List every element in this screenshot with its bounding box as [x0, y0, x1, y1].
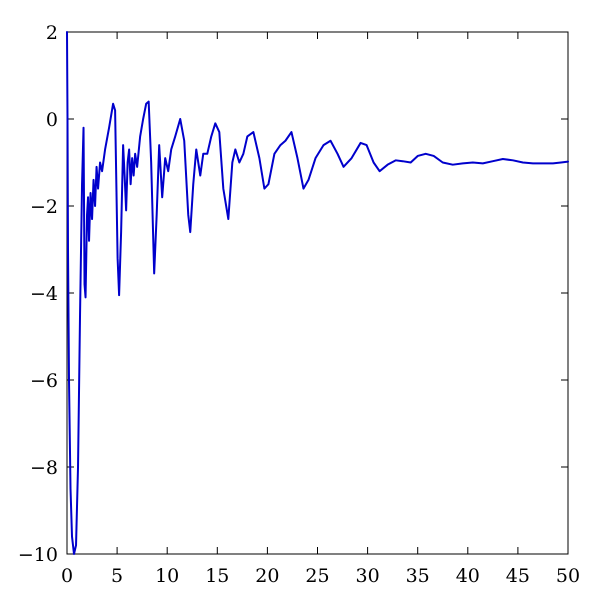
x-tick-label-50: 50: [556, 565, 580, 587]
x-tick-label-10: 10: [155, 565, 179, 587]
y-tick-label-minus-4: −4: [30, 283, 58, 305]
y-tick-label-2: 2: [46, 22, 58, 44]
x-axis-tick-labels: 0 5 10 15 20 25 30 35 40 45 50: [61, 565, 580, 587]
x-tick-label-15: 15: [205, 565, 229, 587]
x-tick-label-30: 30: [356, 565, 380, 587]
plot-frame: [66, 31, 569, 555]
series-line: [66, 31, 569, 555]
y-axis-ticks: [67, 31, 568, 555]
x-tick-label-40: 40: [456, 565, 480, 587]
y-tick-label-minus-8: −8: [30, 457, 58, 479]
x-tick-label-25: 25: [305, 565, 329, 587]
x-tick-label-35: 35: [406, 565, 430, 587]
x-tick-label-45: 45: [506, 565, 530, 587]
x-tick-label-20: 20: [255, 565, 279, 587]
x-tick-label-0: 0: [61, 565, 73, 587]
y-tick-label-minus-2: −2: [30, 196, 58, 218]
y-tick-label-minus-10: −10: [18, 544, 58, 566]
y-axis-tick-labels: −10 −8 −6 −4 −2 0 2: [18, 22, 58, 566]
x-axis-ticks: [66, 32, 569, 554]
x-tick-label-5: 5: [111, 565, 123, 587]
y-tick-label-minus-6: −6: [30, 370, 58, 392]
y-tick-label-0: 0: [46, 109, 58, 131]
